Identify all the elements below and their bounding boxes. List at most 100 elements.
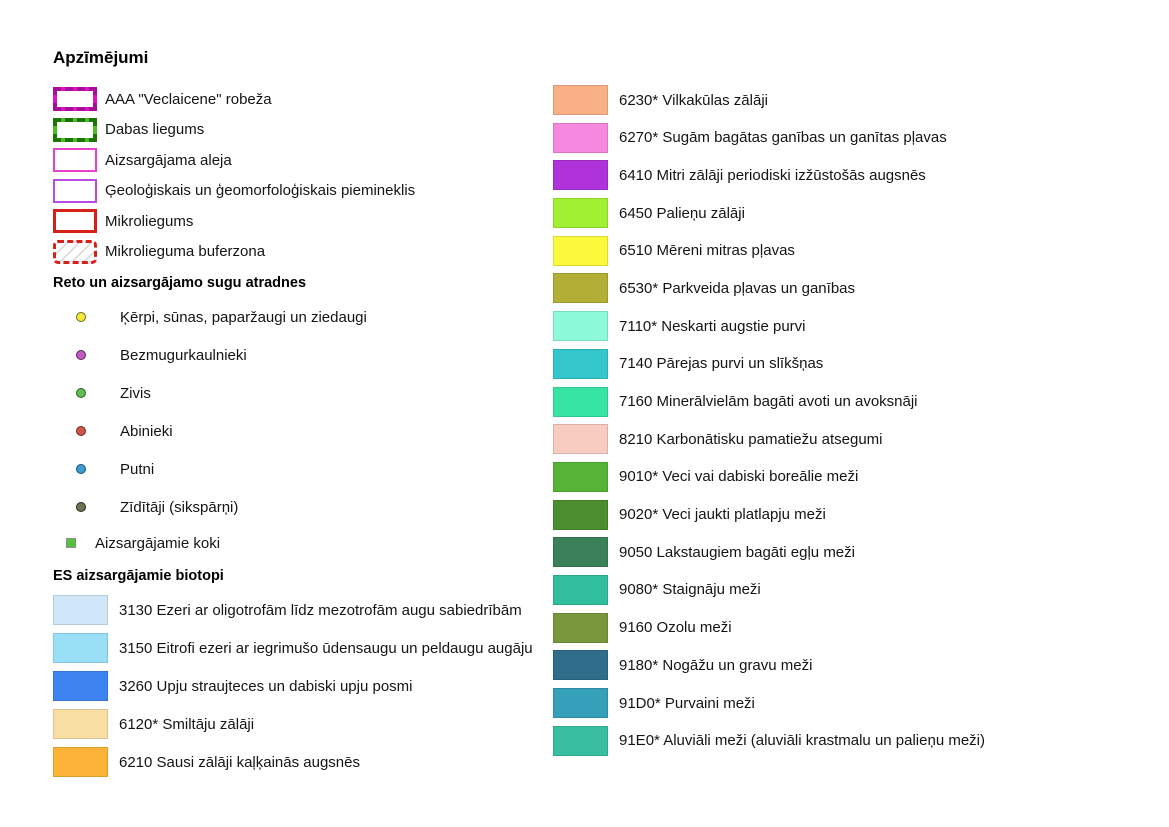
legend-left-column: AAA "Veclaicene" robeža Dabas liegums Aizs… <box>53 84 558 781</box>
legend-label: Ģeoloģiskais un ģeomorfoloģiskais piemin… <box>105 182 416 200</box>
biotope-legend-row: 6210 Sausi zālāji kaļķainās augsnēs <box>53 743 558 781</box>
biotope-color-swatch <box>53 633 108 663</box>
boundary-legend-row: AAA "Veclaicene" robeža <box>53 84 558 115</box>
legend-label: 9080* Staignāju meži <box>619 581 761 599</box>
biotope-legend-row: 91E0* Aluviāli meži (aluviāli krastmalu … <box>553 725 1153 756</box>
species-dot-marker <box>76 350 86 360</box>
legend-label: 9050 Lakstaugiem bagāti egļu meži <box>619 543 855 561</box>
legend-label: Zivis <box>120 384 151 402</box>
biotope-color-swatch <box>553 537 608 568</box>
species-legend-row: Abinieki <box>53 412 558 450</box>
legend-label: Mikrolieguma buferzona <box>105 243 266 261</box>
biotope-legend-row: 9050 Lakstaugiem bagāti egļu meži <box>553 537 1153 568</box>
legend-label: 7160 Minerālvielām bagāti avoti un avoks… <box>619 393 918 410</box>
biotope-legend-row: 6450 Palieņu zālāji <box>553 198 1153 229</box>
boundary-legend-row: Aizsargājama aleja <box>53 145 558 176</box>
boundary-swatch <box>53 178 97 203</box>
boundary-legend-list: AAA "Veclaicene" robeža Dabas liegums Aizs… <box>53 84 558 267</box>
biotope-color-swatch <box>553 688 608 718</box>
biotope-legend-row: 9010* Veci vai dabiski boreālie meži <box>553 461 1153 492</box>
boundary-legend-row: Mikrolieguma buferzona <box>53 237 558 268</box>
biotope-legend-row: 6230* Vilkakūlas zālāji <box>553 85 1153 115</box>
legend-label: 9010* Veci vai dabiski boreālie meži <box>619 468 859 486</box>
legend-label: 6120* Smiltāju zālāji <box>119 715 255 733</box>
legend-label: Dabas liegums <box>105 121 205 139</box>
boundary-swatch <box>53 87 97 112</box>
biotope-color-swatch <box>553 499 608 530</box>
tree-square-marker <box>66 538 76 548</box>
biotope-color-swatch <box>53 671 108 701</box>
biotope-legend-row: 9180* Nogāžu un gravu meži <box>553 650 1153 681</box>
legend-label: 6230* Vilkakūlas zālāji <box>619 91 768 109</box>
species-legend-row: Aizsargājamie koki <box>53 526 558 560</box>
species-legend-row: Zīdītāji (sikspārņi) <box>53 488 558 526</box>
biotope-legend-row: 6410 Mitri zālāji periodiski izžūstošās … <box>553 160 1153 191</box>
biotope-color-swatch <box>553 85 608 115</box>
species-dot-marker <box>76 502 86 512</box>
biotope-legend-row: 7140 Pārejas purvi un slīkšņas <box>553 348 1153 379</box>
boundary-swatch-dash-overlay <box>53 87 97 112</box>
legend-label: Aizsargājama aleja <box>105 151 232 169</box>
biotope-color-swatch <box>53 709 108 739</box>
legend-label: Ķērpi, sūnas, paparžaugi un ziedaugi <box>120 308 367 326</box>
legend-label: Putni <box>120 460 155 478</box>
legend-label: 91D0* Purvaini meži <box>619 694 755 712</box>
legend-label: AAA "Veclaicene" robeža <box>105 90 272 108</box>
species-legend-list: Ķērpi, sūnas, paparžaugi un ziedaugi Bezm… <box>53 298 558 560</box>
legend-label: 6270* Sugām bagātas ganības un ganītas p… <box>619 129 947 147</box>
species-dot-marker <box>76 464 86 474</box>
biotope-legend-row: 3130 Ezeri ar oligotrofām līdz mezotrofā… <box>53 591 558 629</box>
biotope-legend-list-right: 6230* Vilkakūlas zālāji 6270* Sugām bagāt… <box>553 85 1153 763</box>
legend-label: 6410 Mitri zālāji periodiski izžūstošās … <box>619 166 926 184</box>
legend-label: 9180* Nogāžu un gravu meži <box>619 656 813 674</box>
species-dot-marker <box>76 388 86 398</box>
biotope-color-swatch <box>553 235 608 266</box>
legend-label: 8210 Karbonātisku pamatiežu atsegumi <box>619 430 883 448</box>
biotope-color-swatch <box>553 198 608 229</box>
legend-label: 91E0* Aluviāli meži (aluviāli krastmalu … <box>619 732 985 750</box>
legend-label: Aizsargājamie koki <box>95 534 221 552</box>
biotope-legend-row: 6530* Parkveida pļavas un ganības <box>553 273 1153 304</box>
legend-label: 9160 Ozolu meži <box>619 619 732 637</box>
species-dot-marker <box>76 426 86 436</box>
legend-label: Zīdītāji (sikspārņi) <box>120 498 239 516</box>
biotope-legend-row: 91D0* Purvaini meži <box>553 688 1153 718</box>
biotope-legend-row: 9020* Veci jaukti platlapju meži <box>553 499 1153 530</box>
biotope-color-swatch <box>553 612 608 643</box>
legend-label: 3130 Ezeri ar oligotrofām līdz mezotrofā… <box>119 601 522 619</box>
legend-label: 6450 Palieņu zālāji <box>619 204 745 222</box>
biotope-legend-row: 9160 Ozolu meži <box>553 612 1153 643</box>
legend-title: Apzīmējumi <box>53 48 149 67</box>
legend-label: Abinieki <box>120 422 173 440</box>
biotope-legend-row: 6270* Sugām bagātas ganības un ganītas p… <box>553 122 1153 153</box>
legend-label: 3260 Upju straujteces un dabiski upju po… <box>119 677 413 695</box>
biotope-legend-row: 8210 Karbonātisku pamatiežu atsegumi <box>553 424 1153 455</box>
legend-label: 9020* Veci jaukti platlapju meži <box>619 506 826 524</box>
biotope-color-swatch <box>553 273 608 304</box>
biotope-color-swatch <box>553 160 608 191</box>
boundary-swatch <box>53 148 97 173</box>
biotope-color-swatch <box>53 595 108 625</box>
biotope-color-swatch <box>553 574 608 605</box>
biotope-color-swatch <box>53 747 108 777</box>
legend-label: 6510 Mēreni mitras pļavas <box>619 242 795 260</box>
biotope-legend-row: 6120* Smiltāju zālāji <box>53 705 558 743</box>
biotope-legend-row: 3150 Eitrofi ezeri ar iegrimušo ūdensaug… <box>53 629 558 667</box>
biotope-legend-row: 3260 Upju straujteces un dabiski upju po… <box>53 667 558 705</box>
biotope-legend-row: 6510 Mēreni mitras pļavas <box>553 235 1153 266</box>
biotope-legend-list-left: 3130 Ezeri ar oligotrofām līdz mezotrofā… <box>53 591 558 781</box>
species-section-heading: Reto un aizsargājamo sugu atradnes <box>53 275 307 291</box>
biotope-color-swatch <box>553 725 608 756</box>
biotope-color-swatch <box>553 650 608 681</box>
legend-label: 7110* Neskarti augstie purvi <box>619 317 806 335</box>
legend-label: 7140 Pārejas purvi un slīkšņas <box>619 355 824 373</box>
boundary-legend-row: Mikroliegums <box>53 206 558 237</box>
legend-label: 3150 Eitrofi ezeri ar iegrimušo ūdensaug… <box>119 639 533 657</box>
boundary-swatch <box>53 239 97 264</box>
species-legend-row: Bezmugurkaulnieki <box>53 336 558 374</box>
boundary-swatch <box>53 117 97 142</box>
legend-label: Bezmugurkaulnieki <box>120 346 247 364</box>
species-legend-row: Putni <box>53 450 558 488</box>
biotope-color-swatch <box>553 461 608 492</box>
legend-label: 6210 Sausi zālāji kaļķainās augsnēs <box>119 753 360 771</box>
